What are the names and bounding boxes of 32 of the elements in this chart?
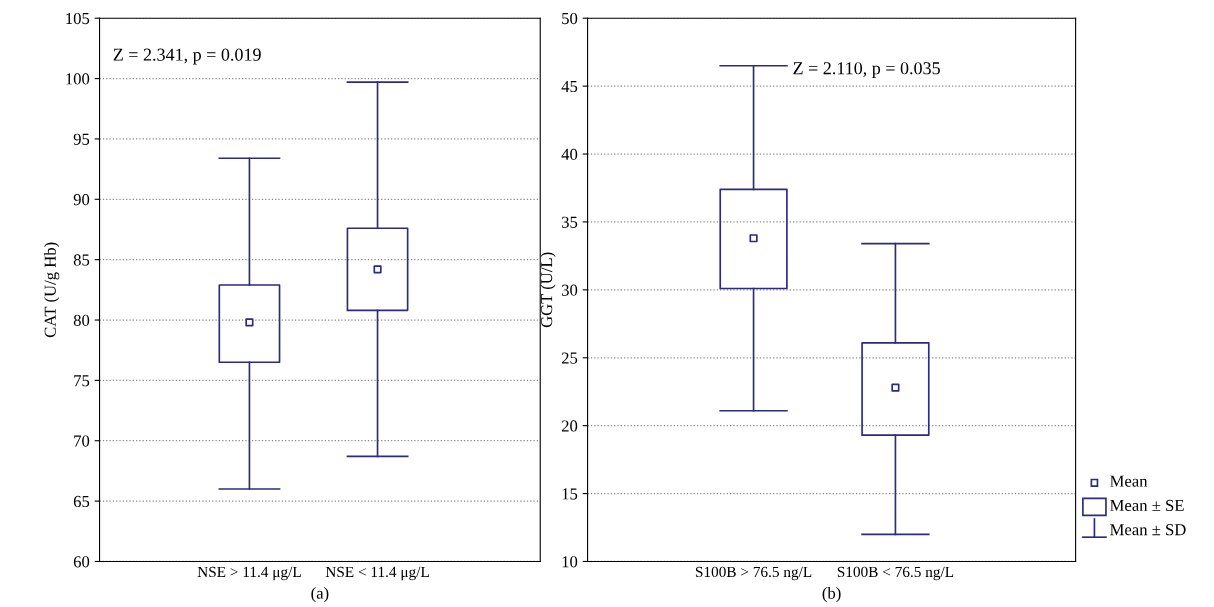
y-tick-label: 75 <box>74 375 90 387</box>
y-tick-label: 80 <box>73 314 90 326</box>
text: Mean <box>1110 475 1148 487</box>
x-tick-label: S100B < 76.5 ng/L <box>837 566 954 581</box>
y-tick-label: 15 <box>562 488 578 500</box>
y-tick-label: 40 <box>561 148 578 160</box>
y-tick-label: 100 <box>66 73 90 85</box>
text: (a) <box>311 587 329 603</box>
y-tick-label: 95 <box>73 133 90 145</box>
annotation: Z = 2.341, p = 0.019 <box>113 48 261 65</box>
y-axis-title: GGT (U/L) <box>540 252 556 328</box>
text: (b) <box>822 587 841 603</box>
text: Mean ± SD <box>1110 524 1186 536</box>
y-tick-label: 70 <box>74 435 90 447</box>
x-tick-label: NSE > 11.4 μg/L <box>197 566 301 581</box>
x-tick-label: NSE < 11.4 μg/L <box>325 566 429 581</box>
annotation: Z = 2.110, p = 0.035 <box>793 62 940 79</box>
y-tick-label: 90 <box>73 194 90 206</box>
y-tick-label: 65 <box>73 495 90 508</box>
y-tick-label: 35 <box>561 216 578 228</box>
text: Mean ± SE <box>1110 499 1184 512</box>
y-tick-label: 25 <box>561 352 578 364</box>
y-tick-label: 105 <box>66 12 90 25</box>
y-tick-label: 10 <box>562 556 578 568</box>
y-tick-label: 60 <box>73 556 90 568</box>
y-tick-label: 85 <box>73 254 90 266</box>
y-tick-label: 30 <box>561 284 578 296</box>
y-axis-title: CAT (U/g Hb) <box>44 242 60 338</box>
y-tick-label: 45 <box>561 80 578 93</box>
y-tick-label: 20 <box>561 420 578 432</box>
x-tick-label: S100B > 76.5 ng/L <box>695 566 812 581</box>
y-tick-label: 50 <box>562 12 578 25</box>
